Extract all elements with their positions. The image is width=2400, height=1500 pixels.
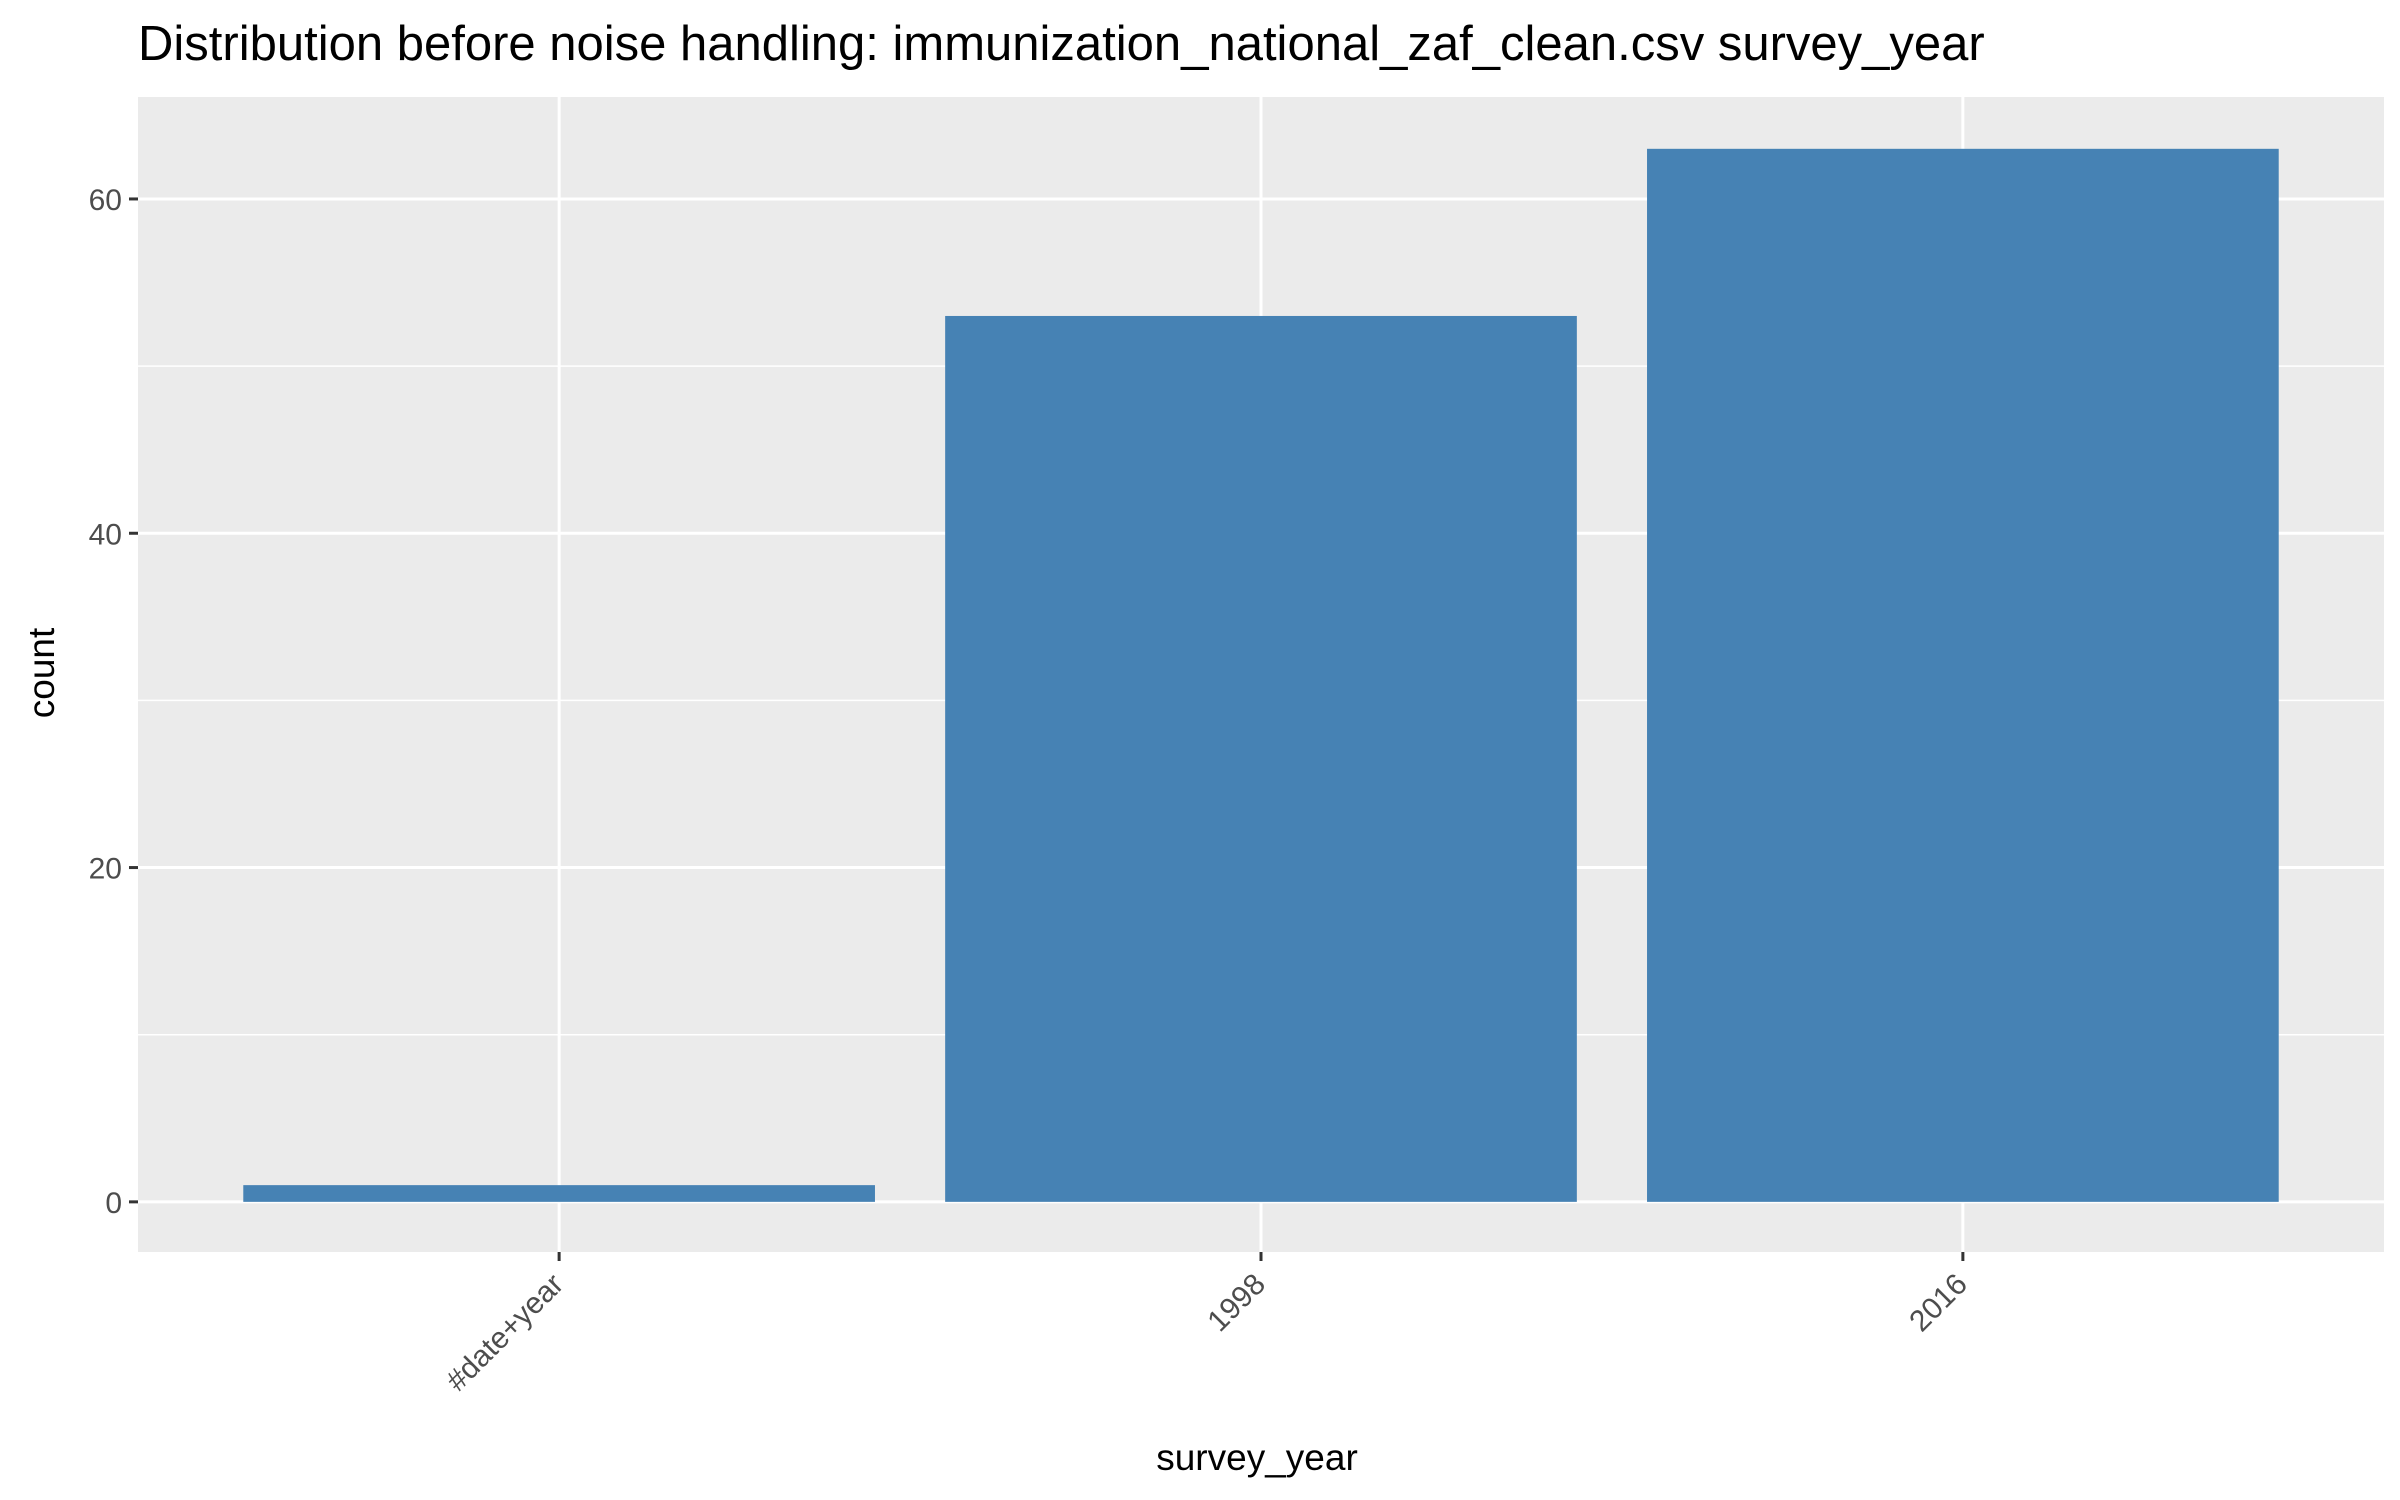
chart-title: Distribution before noise handling: immu… <box>138 17 1985 71</box>
x-axis: #date+year 1998 2016 <box>440 1252 1974 1398</box>
bars <box>243 148 2279 1202</box>
bar-1 <box>243 1185 875 1202</box>
y-tick-label: 60 <box>89 184 122 217</box>
x-axis-title: survey_year <box>1156 1437 1358 1478</box>
y-tick-label: 40 <box>89 518 122 551</box>
x-tick-label: #date+year <box>440 1268 570 1398</box>
y-axis-title: count <box>21 627 62 718</box>
x-tick-label: 1998 <box>1201 1268 1272 1339</box>
x-tick-label: 2016 <box>1903 1268 1974 1339</box>
y-tick-label: 20 <box>89 853 122 886</box>
bar-3 <box>1647 148 2279 1202</box>
bar-2 <box>945 315 1577 1202</box>
y-tick-label: 0 <box>105 1187 122 1220</box>
y-axis: 0 20 40 60 <box>89 184 138 1220</box>
